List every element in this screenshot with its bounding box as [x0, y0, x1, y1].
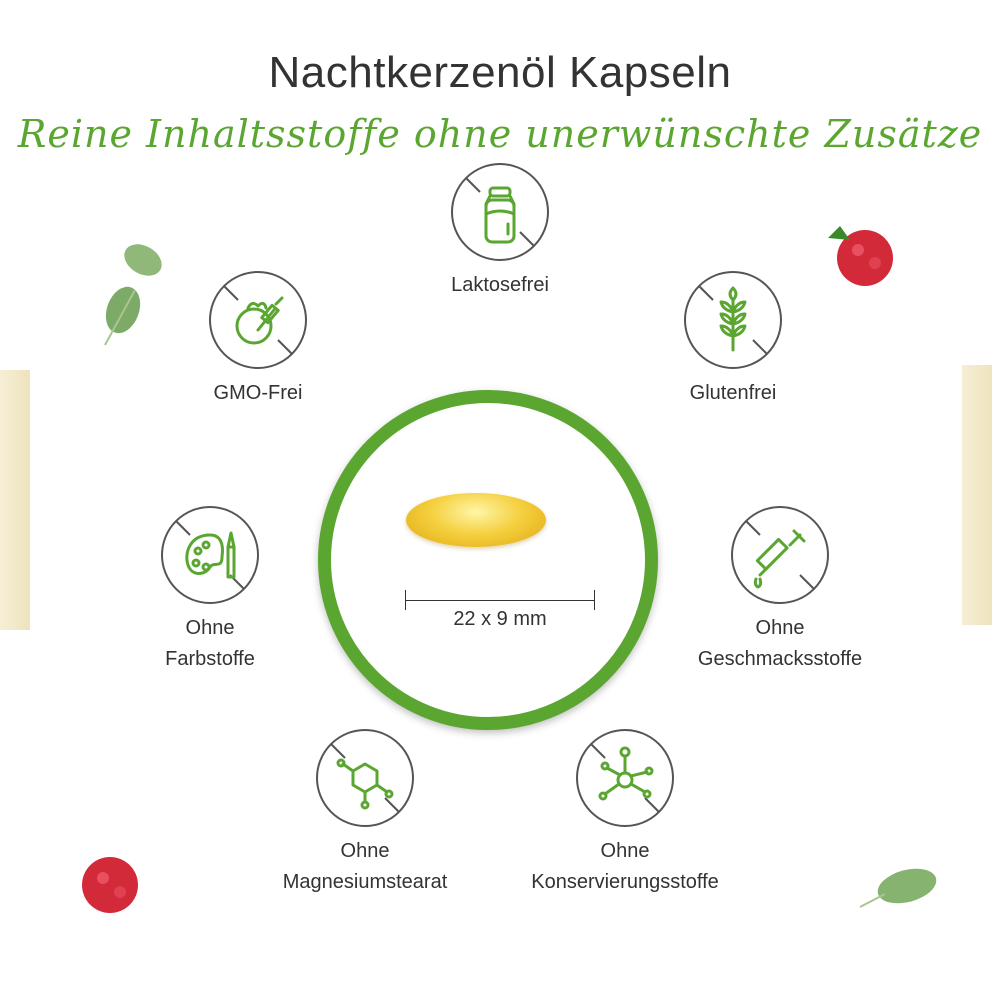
gmo-fruit-syringe-icon — [208, 270, 308, 370]
feature-label: Glutenfrei — [689, 382, 777, 404]
raspberry-decoration-top-right — [828, 226, 893, 286]
feature-label: Geschmacksstoffe — [697, 648, 863, 670]
feature-label: Ohne — [600, 840, 650, 862]
feature-label: Ohne — [755, 617, 805, 639]
leaf-decoration-top-left — [104, 244, 162, 346]
leaf-decoration-bottom-right — [859, 868, 937, 908]
feature-molecule: Ohne Konservierungsstoffe — [505, 728, 745, 898]
feature-label: Magnesiumstearat — [282, 871, 448, 893]
raspberry-decoration-bottom-left — [82, 857, 138, 913]
cream-ribbon-right — [962, 365, 992, 625]
feature-label: Farbstoffe — [165, 648, 255, 670]
milk-bottle-icon — [450, 162, 550, 262]
softgel-capsule-image — [406, 493, 546, 547]
feature-label: GMO-Frei — [213, 382, 303, 404]
capsule-size-circle — [318, 390, 658, 730]
molecule-ring-icon — [315, 728, 415, 828]
dimension-tick-left — [405, 590, 406, 610]
page-title: Nachtkerzenöl Kapseln — [268, 48, 732, 97]
feature-gmo-fruit-syringe: GMO-Frei — [138, 270, 378, 409]
paint-palette-icon — [160, 505, 260, 605]
feature-label: Laktosefrei — [451, 274, 549, 296]
feature-wheat: Glutenfrei — [613, 270, 853, 409]
cream-ribbon-left — [0, 370, 30, 630]
feature-label: Ohne — [185, 617, 235, 639]
subtitle: Reine Inhaltsstoffe ohne unerwünschte Zu… — [17, 112, 983, 156]
wheat-icon — [683, 270, 783, 370]
dimension-tick-right — [594, 590, 595, 610]
feature-label: Ohne — [340, 840, 390, 862]
feature-paint-palette: Ohne Farbstoffe — [90, 505, 330, 675]
molecule-icon — [575, 728, 675, 828]
feature-label: Konservierungsstoffe — [531, 871, 719, 893]
capsule-dimension: 22 x 9 mm — [453, 608, 547, 630]
feature-flavor-syringe: Ohne Geschmacksstoffe — [660, 505, 900, 675]
feature-molecule-ring: Ohne Magnesiumstearat — [245, 728, 485, 898]
feature-milk-bottle: Laktosefrei — [380, 162, 620, 301]
flavor-syringe-icon — [730, 505, 830, 605]
dimension-line — [405, 600, 595, 601]
